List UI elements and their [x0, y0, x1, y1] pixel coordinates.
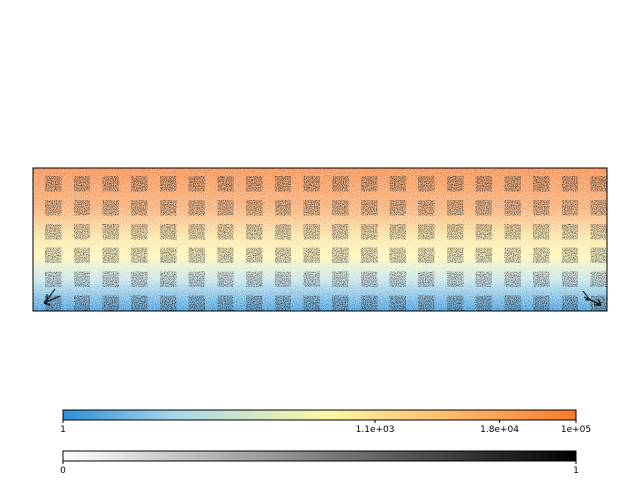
arrow-icon: [583, 296, 602, 306]
colorbar-tick-label: 1.8e+04: [480, 425, 519, 435]
colorbar-tick-label: 1: [573, 466, 579, 476]
field-speckle-overlay: [33, 168, 607, 311]
colorbar-gradient: [62, 409, 577, 421]
heatmap-plot: [32, 167, 608, 312]
arrow-icon: [46, 288, 56, 301]
colorbar-gradient: [62, 450, 577, 462]
arrow-icon: [582, 290, 591, 301]
colorbar-tick-label: 1.1e+03: [356, 425, 395, 435]
colorbar-tick-label: 1e+05: [561, 425, 591, 435]
corner-arrows: [43, 288, 602, 306]
colorbar-log: 1 1.1e+03 1.8e+04 1e+05: [60, 409, 591, 435]
colorbar-tick-label: 0: [60, 466, 66, 476]
plot-frame: [32, 167, 608, 312]
colorbar-tick-label: 1: [60, 425, 66, 435]
